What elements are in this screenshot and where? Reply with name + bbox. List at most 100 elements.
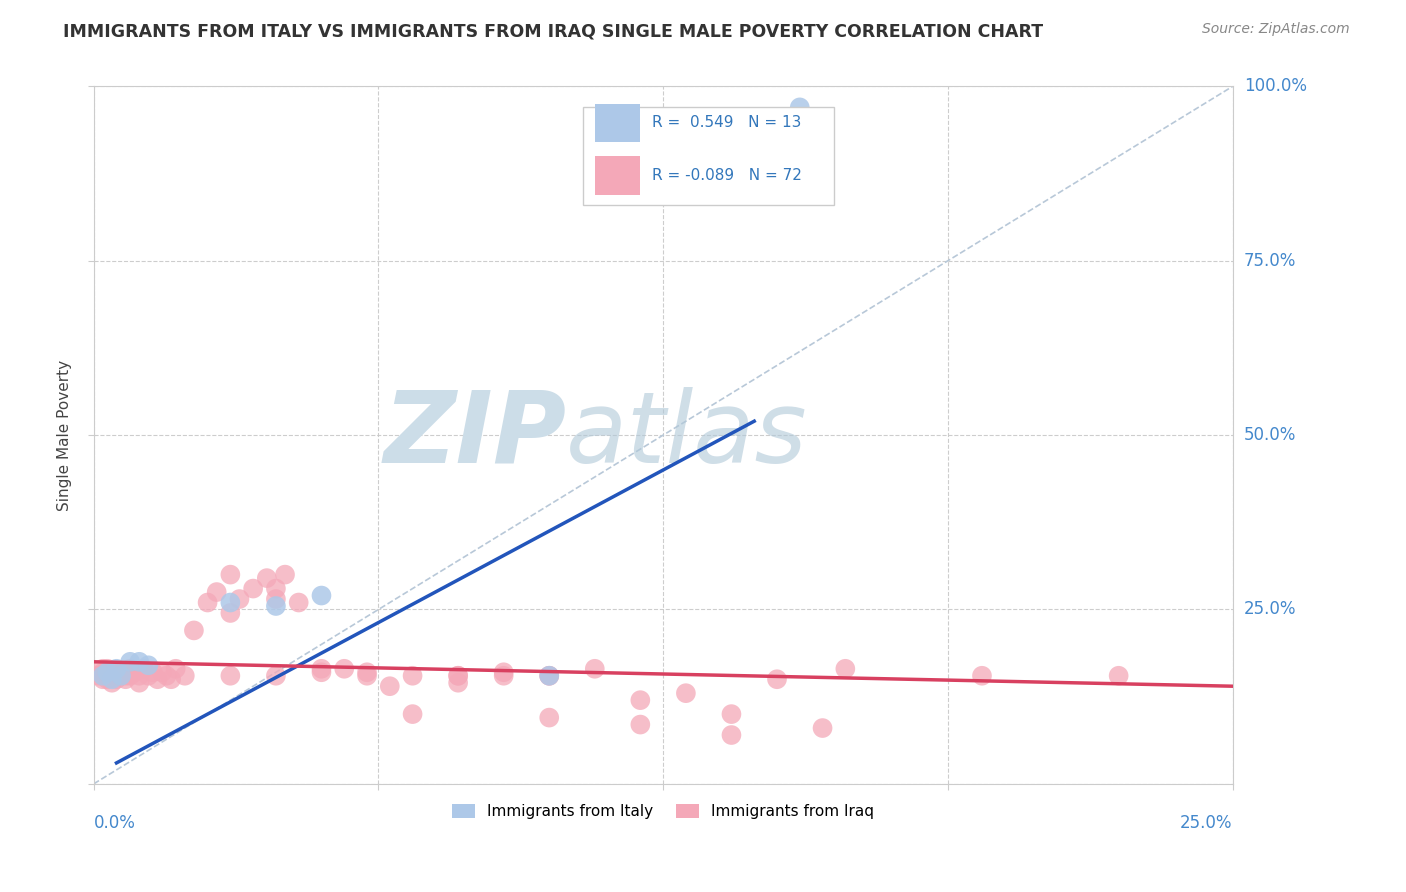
Point (105, 662, 128, 676)
Text: 100.0%: 100.0% (1244, 78, 1306, 95)
Point (970, 669, 993, 683)
Point (219, 595, 242, 609)
Point (766, 672, 789, 686)
Point (146, 672, 169, 686)
Point (219, 669, 242, 683)
Text: atlas: atlas (567, 386, 808, 483)
FancyBboxPatch shape (583, 107, 834, 205)
Point (120, 669, 142, 683)
Point (165, 662, 187, 676)
Point (447, 669, 470, 683)
Point (274, 567, 297, 582)
Point (105, 665, 128, 680)
Point (101, 669, 124, 683)
Point (378, 679, 401, 693)
Point (401, 669, 423, 683)
Point (91, 672, 114, 686)
Point (789, 100, 811, 114)
Point (124, 665, 146, 680)
Point (155, 669, 177, 683)
Point (401, 707, 423, 722)
Point (114, 672, 136, 686)
Point (142, 665, 165, 680)
Point (447, 675, 470, 690)
Point (219, 606, 242, 620)
Point (492, 665, 515, 680)
Point (264, 582, 287, 596)
Point (492, 669, 515, 683)
Point (96, 662, 118, 676)
Text: IMMIGRANTS FROM ITALY VS IMMIGRANTS FROM IRAQ SINGLE MALE POVERTY CORRELATION CH: IMMIGRANTS FROM ITALY VS IMMIGRANTS FROM… (63, 22, 1043, 40)
Text: 25.0%: 25.0% (1244, 600, 1296, 618)
Y-axis label: Single Male Poverty: Single Male Poverty (58, 359, 72, 511)
Point (264, 669, 287, 683)
Point (96, 665, 118, 680)
Point (128, 655, 150, 669)
Point (720, 728, 742, 742)
Point (128, 675, 150, 690)
Text: 25.0%: 25.0% (1180, 814, 1233, 832)
Point (205, 585, 228, 599)
Point (138, 669, 160, 683)
Point (150, 665, 173, 680)
Point (197, 595, 219, 609)
Point (242, 582, 264, 596)
Point (264, 592, 287, 607)
Point (120, 655, 142, 669)
Text: 75.0%: 75.0% (1244, 252, 1296, 269)
Point (538, 669, 561, 683)
Point (1108, 669, 1130, 683)
Point (110, 669, 132, 683)
Point (811, 721, 834, 735)
Point (138, 658, 160, 673)
Point (219, 567, 242, 582)
Point (128, 669, 150, 683)
Point (628, 693, 651, 707)
Point (720, 707, 742, 722)
Point (583, 662, 606, 676)
Point (160, 672, 183, 686)
Point (538, 710, 561, 724)
Point (87, 669, 110, 683)
Point (120, 662, 142, 676)
Point (356, 669, 378, 683)
Point (228, 592, 250, 607)
Point (96, 672, 118, 686)
Point (834, 662, 856, 676)
Point (132, 662, 155, 676)
Text: R =  0.549   N = 13: R = 0.549 N = 13 (652, 115, 801, 130)
Point (105, 669, 128, 683)
FancyBboxPatch shape (595, 103, 640, 142)
Point (91, 662, 114, 676)
Point (333, 662, 356, 676)
Point (96, 669, 118, 683)
Point (311, 662, 333, 676)
Point (183, 624, 205, 638)
Text: 50.0%: 50.0% (1244, 426, 1296, 444)
Point (110, 669, 132, 683)
Point (447, 669, 470, 683)
Point (311, 665, 333, 680)
Point (311, 589, 333, 603)
Point (101, 665, 124, 680)
Text: 0.0%: 0.0% (94, 814, 135, 832)
Legend: Immigrants from Italy, Immigrants from Iraq: Immigrants from Italy, Immigrants from I… (446, 797, 880, 825)
Point (101, 672, 124, 686)
Point (173, 669, 195, 683)
Text: Source: ZipAtlas.com: Source: ZipAtlas.com (1202, 22, 1350, 37)
Point (628, 717, 651, 731)
Point (105, 672, 128, 686)
Point (110, 665, 132, 680)
Point (256, 571, 278, 585)
Point (91, 665, 114, 680)
Point (538, 669, 561, 683)
Point (114, 669, 136, 683)
FancyBboxPatch shape (595, 156, 640, 194)
Point (91, 669, 114, 683)
Point (101, 675, 124, 690)
Point (356, 665, 378, 680)
Point (264, 599, 287, 613)
Point (538, 669, 561, 683)
Point (287, 595, 309, 609)
Point (675, 686, 697, 700)
